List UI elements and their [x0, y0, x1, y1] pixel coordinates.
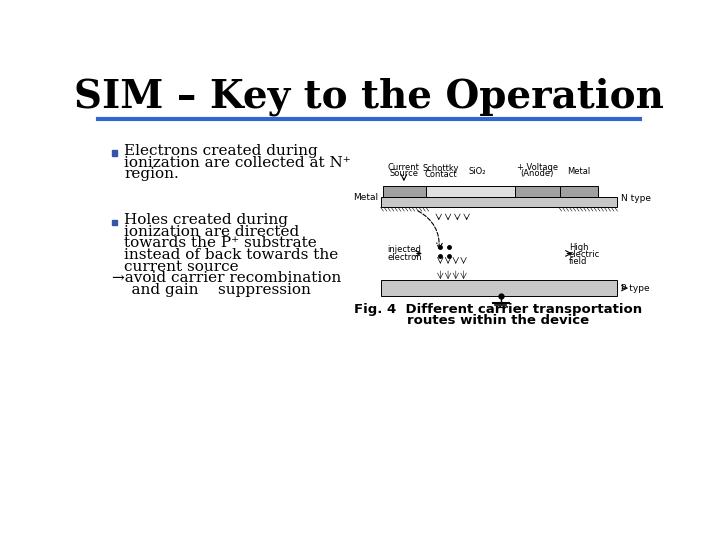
Text: Fig. 4  Different carrier transportation: Fig. 4 Different carrier transportation	[354, 303, 642, 316]
Bar	[383, 186, 426, 197]
Text: SIM – Key to the Operation: SIM – Key to the Operation	[74, 78, 664, 117]
Bar	[381, 197, 617, 207]
Text: High: High	[569, 243, 588, 252]
Text: field: field	[569, 256, 588, 266]
Text: Electrons created during: Electrons created during	[124, 144, 318, 158]
Text: electric: electric	[569, 249, 600, 259]
Text: Contact: Contact	[425, 171, 457, 179]
Text: →avoid carrier recombination: →avoid carrier recombination	[112, 271, 341, 285]
Text: region.: region.	[124, 167, 179, 181]
Bar	[112, 150, 117, 156]
Text: instead of back towards the: instead of back towards the	[124, 248, 338, 262]
Text: Schottky: Schottky	[423, 164, 459, 173]
Text: current source: current source	[124, 260, 239, 274]
Text: N type: N type	[621, 194, 651, 203]
Text: electron: electron	[387, 253, 422, 262]
Bar	[381, 280, 617, 296]
Bar	[426, 186, 515, 197]
Text: SiO₂: SiO₂	[469, 167, 486, 177]
Text: (Anode): (Anode)	[521, 169, 554, 178]
Text: Current: Current	[388, 163, 420, 172]
Text: ionization are collected at N⁺: ionization are collected at N⁺	[124, 156, 351, 170]
Text: Metal: Metal	[567, 167, 590, 177]
Bar	[559, 186, 598, 197]
Text: towards the P⁺ substrate: towards the P⁺ substrate	[124, 237, 317, 251]
Text: routes within the device: routes within the device	[408, 314, 590, 327]
Text: and gain    suppression: and gain suppression	[112, 282, 310, 296]
Text: Source: Source	[390, 169, 418, 178]
Bar	[515, 186, 559, 197]
Bar	[112, 220, 117, 225]
Text: injected: injected	[387, 245, 422, 254]
Text: Metal: Metal	[354, 193, 378, 202]
Text: P type: P type	[621, 284, 649, 293]
Text: Holes created during: Holes created during	[124, 213, 288, 227]
Text: ionization are directed: ionization are directed	[124, 225, 300, 239]
Text: + Voltage: + Voltage	[517, 163, 558, 172]
